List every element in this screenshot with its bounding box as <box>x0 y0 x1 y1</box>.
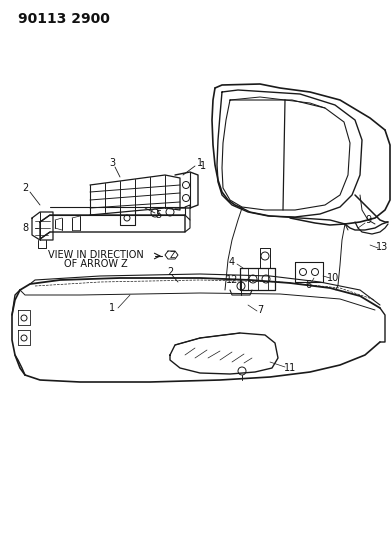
Text: 9: 9 <box>365 215 371 225</box>
Text: Z: Z <box>170 251 176 260</box>
Text: 13: 13 <box>376 242 388 252</box>
Text: 90113 2900: 90113 2900 <box>18 12 110 26</box>
Text: 2: 2 <box>22 183 28 193</box>
Text: 2: 2 <box>167 267 173 277</box>
Text: 10: 10 <box>327 273 339 283</box>
Text: 8: 8 <box>22 223 28 233</box>
Text: 1: 1 <box>109 303 115 313</box>
Text: 4: 4 <box>229 257 235 267</box>
Text: 7: 7 <box>257 305 263 315</box>
Text: 1: 1 <box>200 161 206 171</box>
Text: 12: 12 <box>226 275 238 285</box>
Text: 3: 3 <box>109 158 115 168</box>
Text: 1: 1 <box>197 158 203 168</box>
Text: 11: 11 <box>284 363 296 373</box>
Text: OF ARROW Z: OF ARROW Z <box>64 259 128 269</box>
Text: VIEW IN DIRECTION: VIEW IN DIRECTION <box>48 250 144 260</box>
Text: 6: 6 <box>305 280 311 290</box>
Text: 5: 5 <box>155 210 161 220</box>
